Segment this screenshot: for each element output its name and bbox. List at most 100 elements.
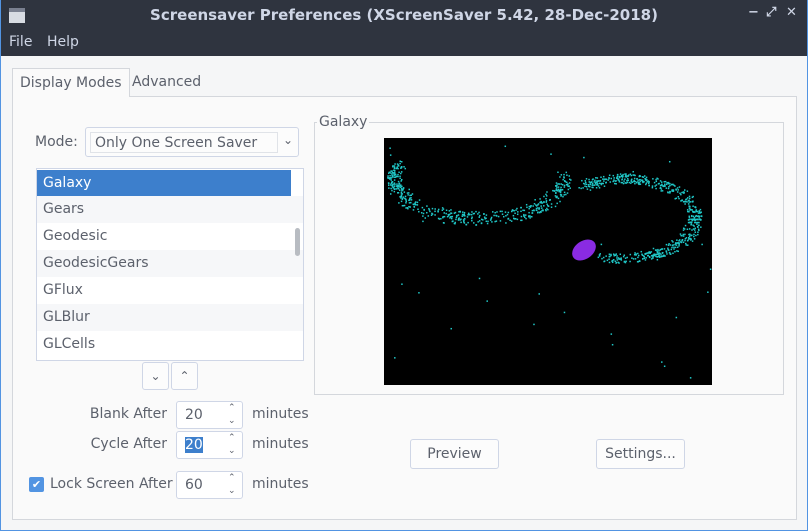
- maximize-icon[interactable]: ⤢: [766, 5, 777, 20]
- star: [674, 246, 677, 249]
- star: [496, 211, 498, 213]
- lock-checkbox[interactable]: ✔: [29, 477, 44, 492]
- cycle-after-spinner[interactable]: 20 ⌃ ⌄: [176, 431, 243, 459]
- star: [405, 200, 408, 203]
- mode-select[interactable]: Only One Screen Saver ⌄: [85, 127, 299, 157]
- preview-frame: [314, 122, 784, 395]
- decrement-icon[interactable]: ⌄: [228, 416, 236, 426]
- star: [639, 180, 641, 183]
- list-item[interactable]: Galaxy: [37, 170, 291, 196]
- saver-list[interactable]: Galaxy Gears Geodesic GeodesicGears GFlux GLB…: [36, 168, 304, 361]
- decrement-icon[interactable]: ⌄: [228, 486, 236, 496]
- star: [659, 186, 662, 189]
- settings-button[interactable]: Settings...: [596, 439, 685, 469]
- mode-label: Mode:: [35, 134, 78, 150]
- star: [543, 205, 545, 207]
- lock-after-spinner[interactable]: 60 ⌃ ⌄: [176, 471, 243, 499]
- star: [637, 181, 640, 184]
- list-item[interactable]: GeodesicGears: [37, 250, 303, 277]
- tab-advanced[interactable]: Advanced: [132, 74, 202, 90]
- star: [397, 187, 400, 190]
- star: [647, 180, 649, 182]
- star: [509, 219, 511, 221]
- list-item[interactable]: Geodesic: [43, 228, 108, 244]
- star: [387, 177, 390, 179]
- star: [501, 213, 504, 215]
- star: [641, 180, 644, 183]
- preview-button[interactable]: Preview: [410, 439, 499, 469]
- star: [400, 193, 403, 195]
- star: [542, 209, 544, 212]
- next-saver-button[interactable]: ⌄: [142, 362, 169, 390]
- list-item[interactable]: GFlux: [43, 282, 83, 298]
- star: [513, 218, 516, 220]
- star: [453, 222, 456, 225]
- blank-after-spinner[interactable]: 20 ⌃ ⌄: [176, 401, 243, 429]
- star: [470, 213, 473, 216]
- star: [612, 174, 615, 177]
- star: [694, 211, 696, 213]
- star: [529, 206, 532, 208]
- prev-saver-button[interactable]: ⌃: [171, 362, 198, 390]
- star: [468, 213, 470, 216]
- star: [397, 192, 399, 194]
- star: [680, 234, 682, 237]
- star: [688, 195, 691, 198]
- star: [541, 207, 543, 209]
- star: [400, 191, 403, 194]
- scrollbar[interactable]: [295, 228, 300, 256]
- star: [678, 186, 681, 188]
- star: [401, 198, 404, 201]
- star: [695, 234, 697, 237]
- star: [680, 241, 683, 244]
- star: [613, 177, 615, 179]
- star: [667, 191, 669, 193]
- star: [399, 196, 401, 198]
- list-item[interactable]: GLCells: [43, 336, 96, 352]
- close-icon[interactable]: ✕: [786, 5, 797, 20]
- increment-icon[interactable]: ⌃: [228, 473, 236, 483]
- star: [507, 211, 510, 214]
- star: [394, 163, 396, 165]
- star: [617, 257, 620, 259]
- star: [397, 165, 399, 167]
- star: [647, 252, 649, 254]
- star: [520, 206, 522, 209]
- star: [639, 260, 641, 262]
- star: [617, 261, 620, 264]
- star: [443, 215, 446, 218]
- star: [616, 255, 618, 257]
- star: [437, 210, 439, 212]
- star: [614, 254, 617, 257]
- star: [556, 184, 558, 186]
- star: [686, 228, 689, 231]
- increment-icon[interactable]: ⌃: [228, 433, 236, 443]
- menu-file[interactable]: File: [9, 34, 33, 50]
- star: [664, 183, 666, 186]
- star: [680, 200, 682, 202]
- star: [655, 255, 657, 258]
- star: [556, 195, 558, 198]
- star: [686, 244, 689, 246]
- star: [624, 175, 627, 178]
- star: [696, 215, 699, 218]
- star: [588, 178, 590, 181]
- menu-help[interactable]: Help: [47, 34, 79, 50]
- star: [391, 189, 393, 192]
- chevron-down-icon: ⌄: [150, 369, 161, 383]
- star: [598, 187, 601, 189]
- star: [650, 254, 653, 257]
- star: [650, 258, 653, 260]
- star: [555, 188, 558, 190]
- list-item[interactable]: GLBlur: [37, 304, 303, 331]
- decrement-icon[interactable]: ⌄: [228, 446, 236, 456]
- tab-display-modes[interactable]: Display Modes: [12, 68, 130, 97]
- star: [478, 220, 481, 222]
- star: [660, 190, 662, 192]
- list-item[interactable]: Gears: [37, 196, 303, 223]
- star: [520, 219, 522, 222]
- increment-icon[interactable]: ⌃: [228, 403, 236, 413]
- star: [532, 205, 534, 207]
- star: [398, 184, 400, 186]
- minimize-icon[interactable]: −: [748, 5, 759, 20]
